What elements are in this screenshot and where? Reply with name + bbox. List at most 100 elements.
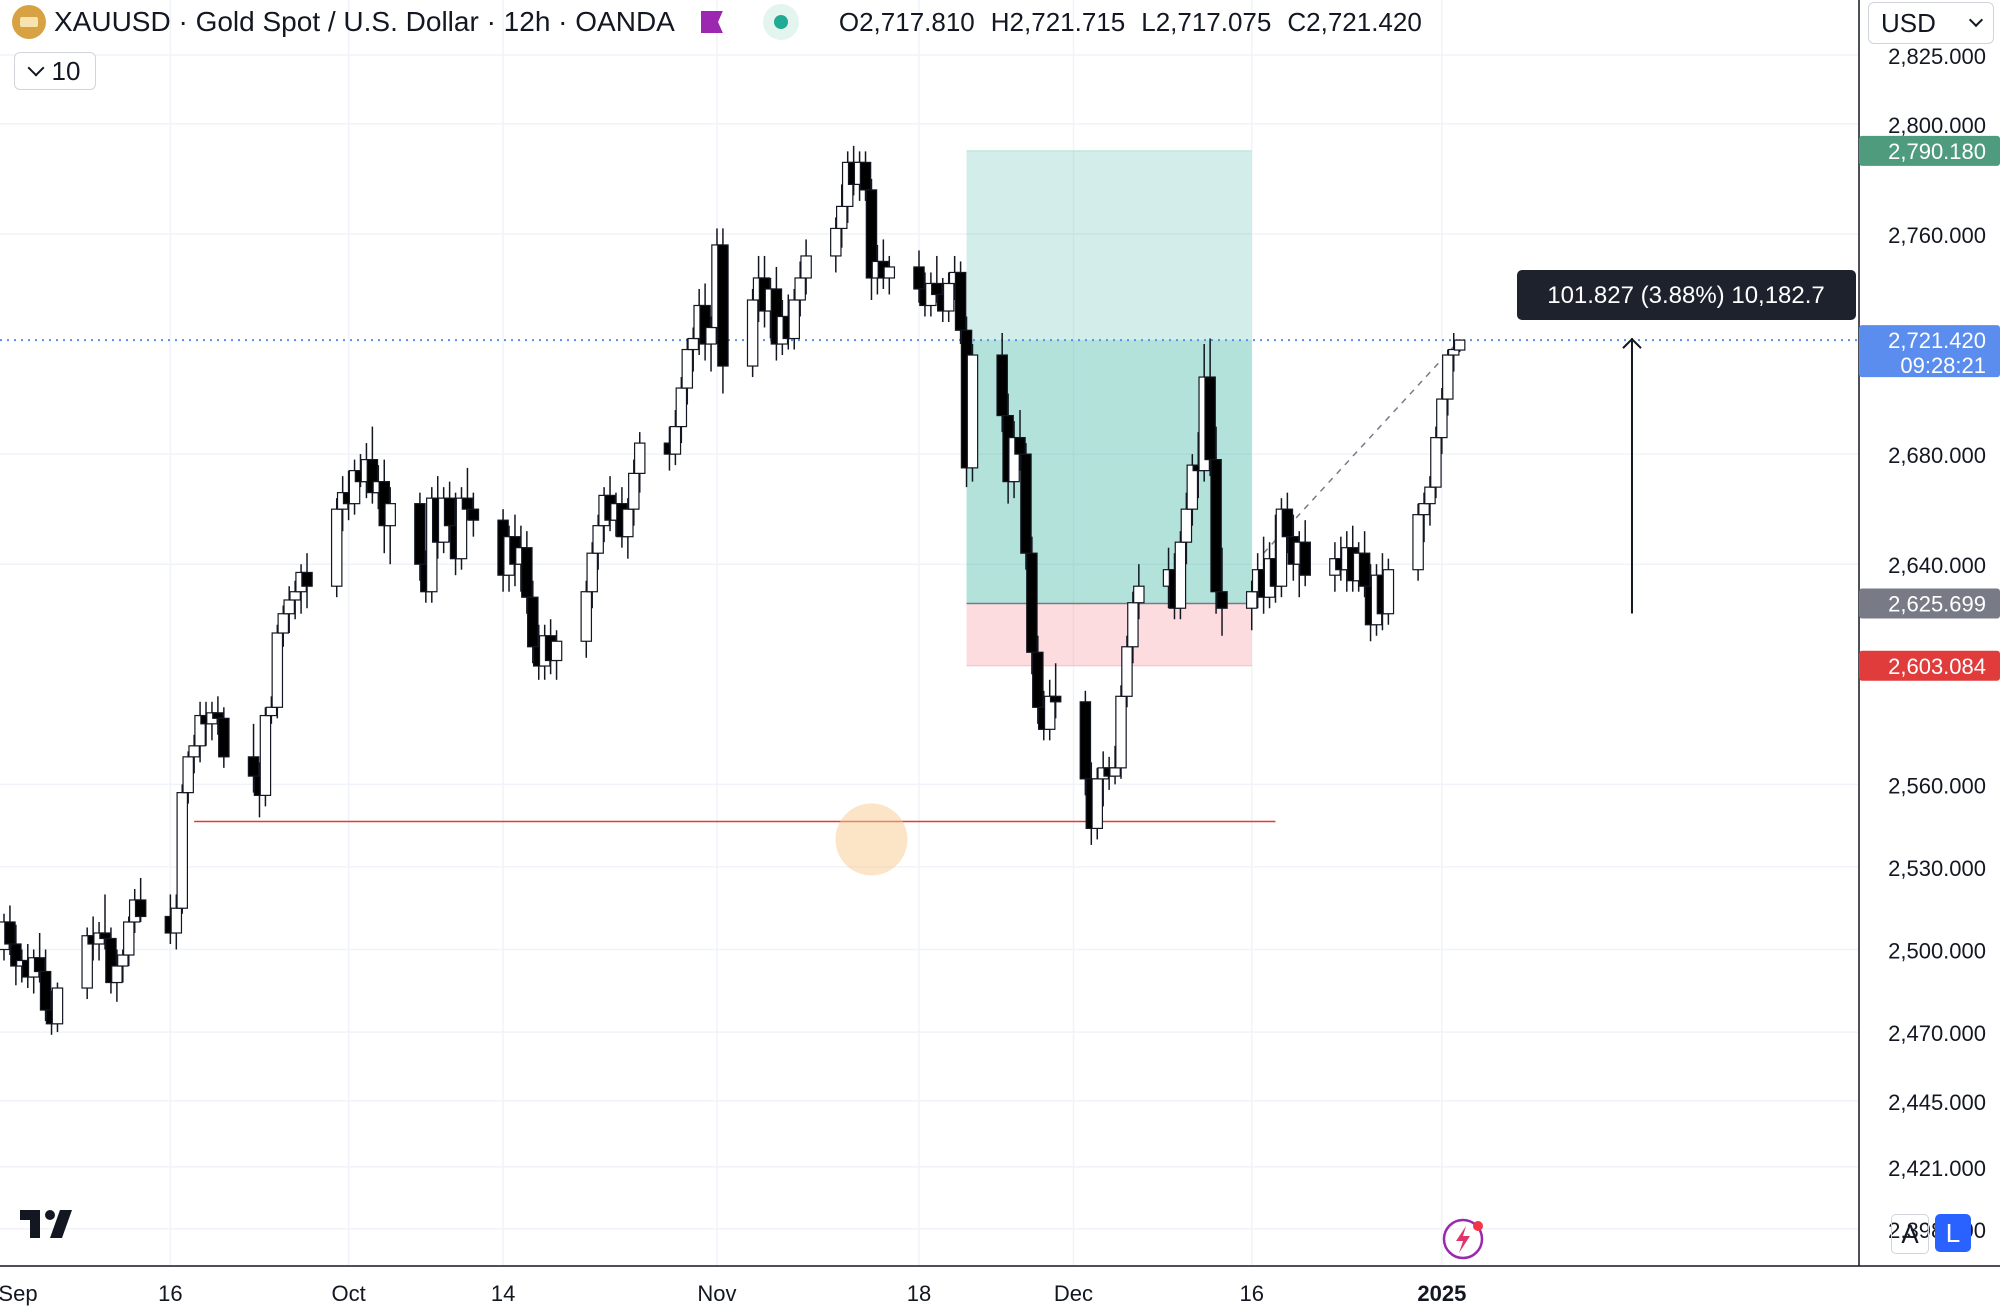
tradingview-logo[interactable] xyxy=(20,1205,82,1250)
flag-icon[interactable] xyxy=(700,11,723,33)
candle-body xyxy=(966,354,979,469)
candle-body xyxy=(455,497,468,560)
candle-body xyxy=(461,497,474,510)
target-price-tag-bg xyxy=(1859,135,2000,166)
candle-body xyxy=(123,921,135,956)
symbol-header: XAUUSD · Gold Spot / U.S. Dollar · 12h ·… xyxy=(0,0,1422,44)
candle-body xyxy=(218,717,230,758)
candle-body xyxy=(580,591,593,642)
indicator-collapse-button[interactable]: 10 xyxy=(14,52,96,90)
log-scale-button[interactable]: L xyxy=(1935,1214,1971,1252)
symbol-title[interactable]: XAUUSD · Gold Spot / U.S. Dollar · 12h ·… xyxy=(54,6,675,37)
candle-body xyxy=(628,472,640,510)
candle-body xyxy=(33,957,46,973)
price-tick-label: 2,470.000 xyxy=(1888,1021,1986,1046)
candle-body xyxy=(800,255,812,279)
candle-body xyxy=(4,921,16,945)
price-tick-label: 2,640.000 xyxy=(1888,553,1986,578)
candle-body xyxy=(39,970,52,1011)
stop-price-tag-bg xyxy=(1859,650,2000,681)
time-tick-label: 2025 xyxy=(1417,1281,1466,1306)
target-zone-upper xyxy=(966,150,1252,341)
candle-body xyxy=(1412,514,1424,571)
currency-select[interactable]: USD xyxy=(1868,2,1994,44)
candle-body xyxy=(859,161,872,191)
candle-body xyxy=(865,189,878,279)
candle-body xyxy=(1216,591,1228,609)
candle-body xyxy=(81,935,93,989)
candle-body xyxy=(301,571,313,587)
candle-body xyxy=(111,965,123,984)
candle-body xyxy=(1079,701,1092,780)
candle-body xyxy=(1091,778,1104,830)
time-tick-label: 16 xyxy=(1239,1281,1263,1306)
candle-body xyxy=(699,304,711,345)
candle-body xyxy=(1133,585,1145,604)
candle-body xyxy=(592,525,604,554)
measure-label-box xyxy=(1517,270,1856,320)
time-tick-label: Dec xyxy=(1054,1281,1093,1306)
ohlc-high: H2,721.715 xyxy=(990,6,1126,37)
time-axis: Sep 16 Oct 14 Nov 18 Dec 16 2025 xyxy=(0,1265,2000,1316)
candle-body xyxy=(1008,436,1020,483)
candle-body xyxy=(271,632,284,708)
candle-body xyxy=(913,266,925,290)
candle-body xyxy=(883,266,896,279)
candle-body xyxy=(1418,503,1430,516)
currency-label: USD xyxy=(1881,7,1936,38)
candle-body xyxy=(134,899,147,918)
candle-body xyxy=(1358,552,1371,587)
candle-body xyxy=(1453,339,1466,351)
candle-body xyxy=(1043,695,1056,730)
price-tick-label: 2,825.000 xyxy=(1888,44,1986,69)
time-tick-label: Sep xyxy=(0,1281,38,1306)
candle-body xyxy=(527,596,539,648)
candle-body xyxy=(443,497,456,527)
candle-body xyxy=(289,591,301,601)
candle-body xyxy=(1204,376,1216,461)
candle-body xyxy=(681,348,694,389)
log-scale-label: L xyxy=(1945,1217,1961,1248)
candle-body xyxy=(586,552,598,593)
candle-body xyxy=(1275,508,1288,587)
candle-body xyxy=(265,706,278,717)
candle-body xyxy=(794,277,806,301)
candle-body xyxy=(366,459,379,494)
candle-body xyxy=(687,337,699,351)
candle-body xyxy=(1245,591,1258,609)
candle-body xyxy=(105,937,117,984)
candle-body xyxy=(1180,508,1193,543)
candle-body xyxy=(1026,552,1038,653)
target-price-tag-text: 2,790.180 xyxy=(1888,139,1986,164)
candle-body xyxy=(705,326,717,345)
plot-area xyxy=(0,0,1858,1266)
candle-body xyxy=(348,470,361,505)
candle-body xyxy=(622,508,634,538)
candle-body xyxy=(176,792,189,909)
measure-arrow-head xyxy=(1622,337,1642,349)
price-tick-label: 2,800.000 xyxy=(1888,113,1986,138)
ohlc-low: L2,717.075 xyxy=(1141,6,1272,37)
candle-body xyxy=(330,508,343,587)
market-status-icon[interactable] xyxy=(762,4,799,40)
candle-body xyxy=(426,497,438,593)
lightning-bolt xyxy=(1456,1226,1470,1253)
entry-price-tag-bg xyxy=(1859,588,2000,619)
candle-body xyxy=(746,299,759,367)
candle-body xyxy=(788,299,800,340)
price-tick-label: 2,760.000 xyxy=(1888,223,1986,248)
candle-body xyxy=(1174,541,1187,609)
auto-scale-button[interactable]: A xyxy=(1891,1214,1929,1254)
candle-body xyxy=(1210,459,1222,593)
candle-body xyxy=(117,954,129,967)
candle-body xyxy=(1430,436,1442,488)
time-axis-bg xyxy=(0,1266,2000,1316)
candle-body xyxy=(170,907,183,934)
candle-body xyxy=(384,503,396,527)
current-price-tag-text: 2,721.420 xyxy=(1888,328,1986,353)
candle-body xyxy=(717,244,729,367)
candle-body xyxy=(996,354,1008,417)
candle-body xyxy=(1442,354,1454,400)
target-price-tag: 2,790.180 xyxy=(1859,135,2000,166)
